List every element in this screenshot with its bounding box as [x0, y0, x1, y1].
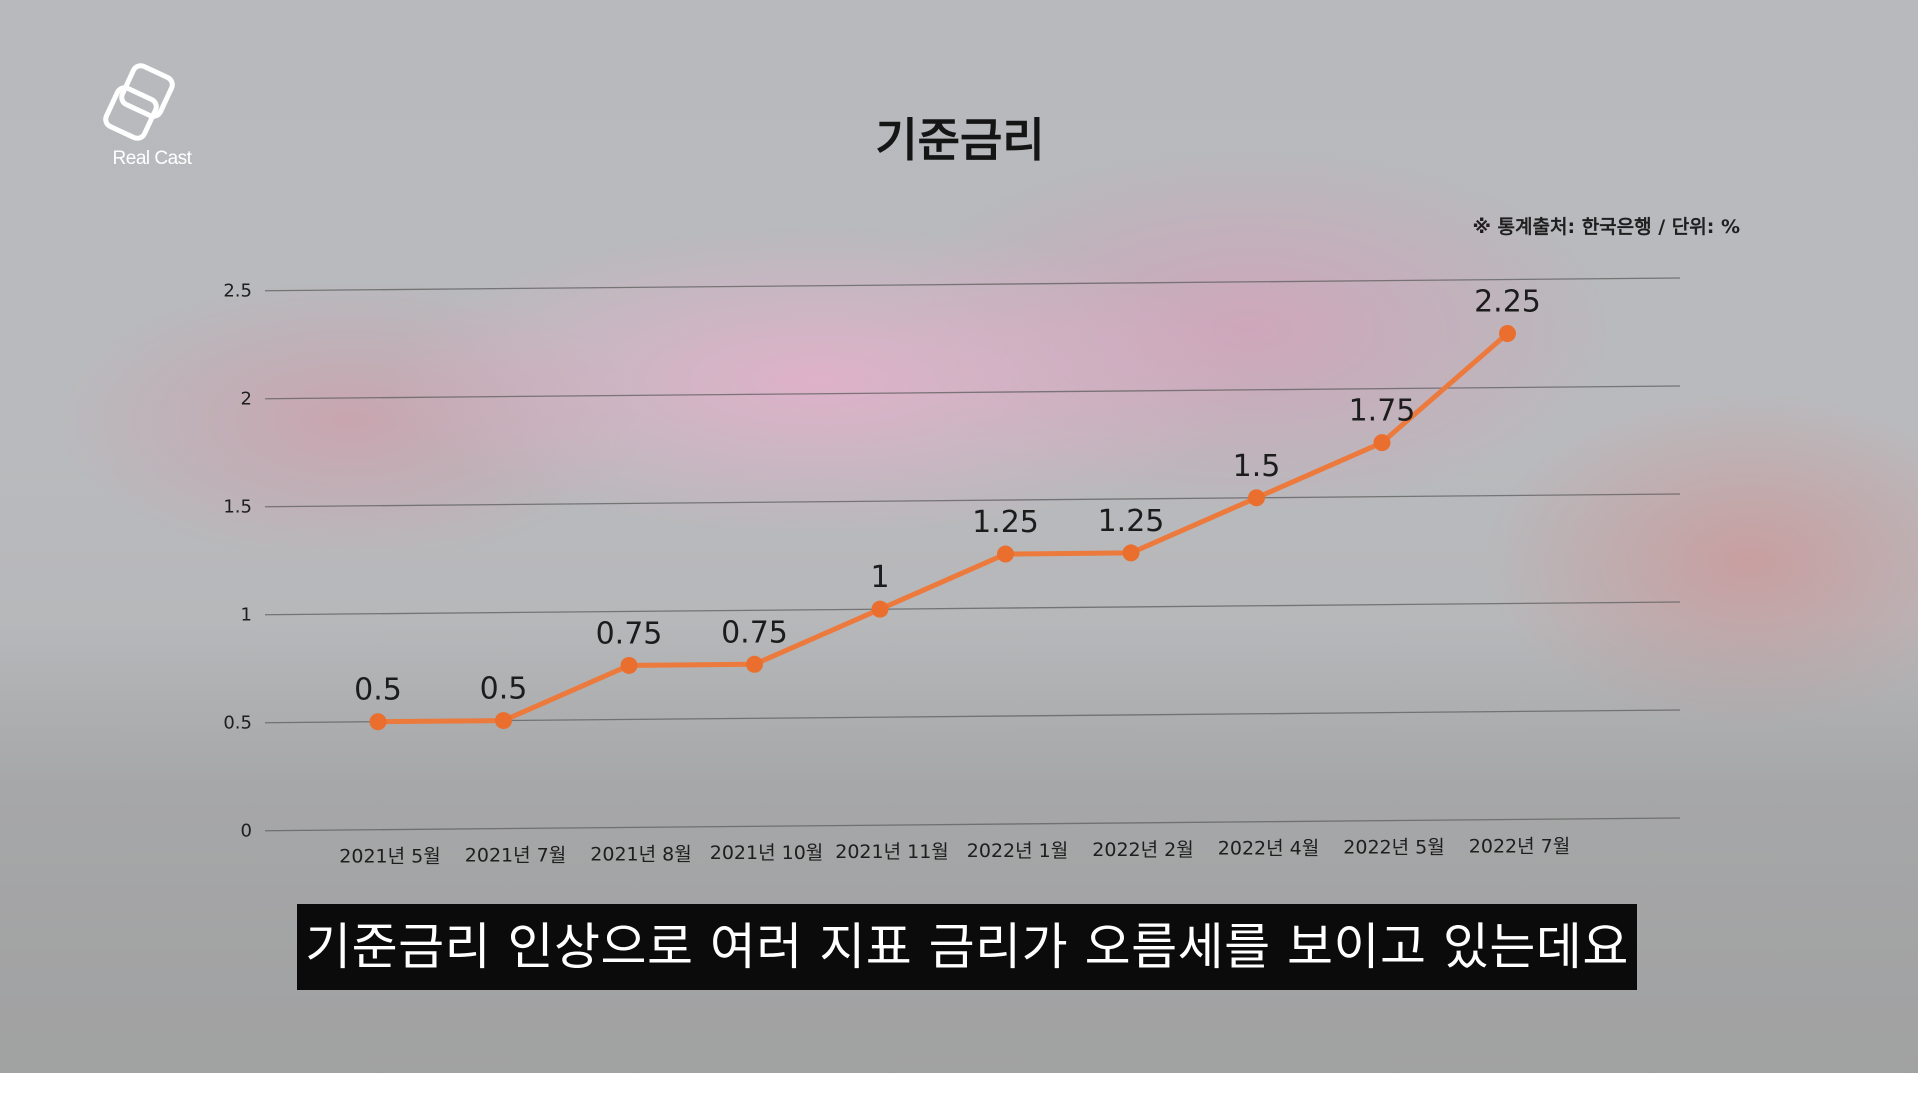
- y-axis-ticks: 0 0.5 1 1.5 2 2.5: [223, 281, 252, 842]
- data-point: [746, 655, 763, 673]
- subtitle-caption-box: 기준금리 인상으로 여러 지표 금리가 오름세를 보이고 있는데요: [297, 904, 1637, 990]
- y-tick-label: 0: [241, 821, 252, 842]
- x-tick-label: 2021년 8월: [590, 843, 691, 865]
- chart-source-note: ※ 통계출처: 한국은행 / 단위: %: [1472, 216, 1740, 238]
- x-tick-label: 2022년 5월: [1343, 837, 1444, 859]
- x-tick-label: 2021년 5월: [339, 846, 440, 868]
- data-point: [997, 545, 1014, 563]
- data-point: [871, 600, 889, 618]
- x-axis-ticks: 2021년 5월 2021년 7월 2021년 8월 2021년 10월 2021년 1…: [339, 835, 1570, 867]
- data-label: 1.75: [1349, 394, 1416, 429]
- y-tick-label: 1: [241, 605, 252, 626]
- real-cast-logo-icon: [103, 63, 175, 141]
- x-tick-label: 2021년 7월: [465, 844, 566, 866]
- y-tick-label: 2.5: [223, 281, 252, 302]
- series-points: [369, 325, 1516, 731]
- series-line: [375, 331, 1510, 725]
- data-label: 0.5: [480, 672, 528, 707]
- data-label: 1.5: [1233, 449, 1281, 484]
- data-point: [1248, 489, 1265, 507]
- series-line-path: [375, 331, 1510, 725]
- data-point: [1499, 325, 1516, 343]
- y-tick-label: 2: [241, 389, 252, 410]
- grid-line: [264, 385, 1681, 400]
- data-point: [620, 656, 638, 674]
- bottom-border: [0, 1073, 1929, 1095]
- chart-title: 기준금리: [875, 113, 1045, 167]
- grid-line: [264, 493, 1681, 508]
- x-tick-label: 2022년 7월: [1469, 835, 1570, 857]
- right-border: [1918, 0, 1929, 1095]
- grid-line: [264, 277, 1681, 292]
- x-tick-label: 2021년 11월: [835, 841, 949, 863]
- data-label: 0.75: [721, 615, 788, 650]
- grid-line: [264, 817, 1681, 832]
- data-label: 0.5: [354, 673, 402, 708]
- y-tick-label: 0.5: [223, 713, 252, 734]
- grid-line: [264, 601, 1681, 616]
- data-label: 0.75: [596, 616, 663, 651]
- data-labels: 0.5 0.5 0.75 0.75 1 1.25 1.25 1.5 1.75 2.25: [354, 285, 1541, 708]
- data-point: [369, 713, 387, 731]
- y-tick-label: 1.5: [223, 497, 252, 518]
- x-tick-label: 2022년 1월: [967, 840, 1068, 862]
- grid-lines: [264, 277, 1681, 832]
- data-label: 2.25: [1474, 285, 1541, 320]
- subtitle-caption: 기준금리 인상으로 여러 지표 금리가 오름세를 보이고 있는데요: [305, 918, 1629, 976]
- data-point: [1373, 434, 1391, 452]
- data-label: 1.25: [1098, 504, 1165, 539]
- logo-wordmark: Real Cast: [112, 148, 192, 169]
- x-tick-label: 2021년 10월: [710, 842, 824, 864]
- data-label: 1: [870, 560, 889, 595]
- x-tick-label: 2022년 2월: [1092, 839, 1193, 861]
- background-crowd-silhouettes: [0, 620, 1929, 1095]
- data-point: [495, 712, 512, 730]
- x-tick-label: 2022년 4월: [1218, 838, 1319, 860]
- data-label: 1.25: [972, 505, 1039, 540]
- data-point: [1122, 544, 1140, 562]
